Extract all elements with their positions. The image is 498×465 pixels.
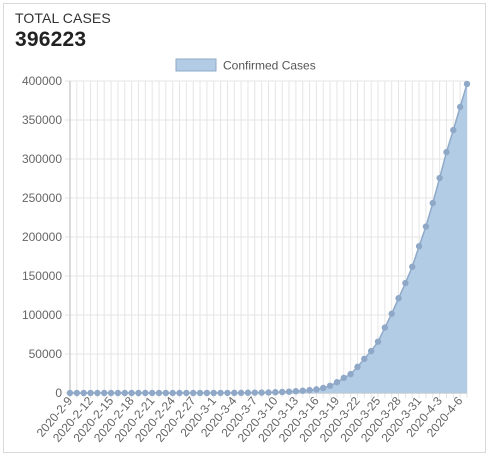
data-point[interactable] [333, 379, 341, 386]
data-point[interactable] [217, 389, 224, 397]
y-tick-label: 50000 [29, 347, 63, 361]
data-point[interactable] [278, 388, 286, 396]
y-tick-label: 100000 [22, 308, 62, 322]
data-point[interactable] [162, 389, 170, 397]
data-point[interactable] [121, 389, 128, 397]
data-point[interactable] [367, 347, 375, 355]
total-cases-value: 396223 [15, 28, 87, 51]
data-point[interactable] [80, 389, 87, 397]
y-tick-label: 0 [55, 386, 62, 400]
data-point[interactable] [224, 389, 231, 397]
data-point[interactable] [196, 389, 204, 397]
data-point[interactable] [285, 388, 293, 395]
data-point[interactable] [395, 295, 402, 302]
data-point[interactable] [148, 389, 156, 397]
data-point[interactable] [326, 382, 334, 389]
data-point[interactable] [114, 389, 122, 397]
data-point[interactable] [237, 389, 245, 397]
data-point[interactable] [142, 389, 149, 397]
legend-swatch[interactable] [175, 58, 217, 72]
data-point[interactable] [135, 389, 142, 397]
data-point[interactable] [409, 263, 416, 270]
data-point[interactable] [374, 338, 382, 345]
data-point[interactable] [73, 389, 81, 397]
data-point[interactable] [244, 389, 252, 396]
data-point[interactable] [155, 389, 163, 397]
data-point[interactable] [422, 223, 430, 230]
data-point[interactable] [443, 148, 450, 156]
data-point[interactable] [87, 389, 94, 397]
legend[interactable]: Confirmed Cases [175, 58, 316, 73]
data-point[interactable] [203, 389, 211, 397]
data-point[interactable] [210, 389, 217, 397]
data-point[interactable] [361, 355, 368, 362]
data-point[interactable] [388, 310, 395, 317]
data-point[interactable] [463, 80, 471, 88]
data-point[interactable] [429, 199, 436, 207]
y-tick-label: 250000 [22, 191, 62, 205]
data-point[interactable] [265, 389, 272, 396]
data-point[interactable] [299, 387, 306, 394]
data-point[interactable] [320, 384, 327, 392]
data-point[interactable] [107, 389, 115, 397]
series-points [66, 80, 471, 397]
x-axis-ticks: 2020-2-92020-2-122020-2-152020-2-182020-… [34, 394, 466, 445]
y-tick-label: 400000 [22, 74, 62, 88]
data-point[interactable] [101, 389, 108, 397]
data-point[interactable] [450, 126, 457, 134]
y-tick-label: 200000 [22, 230, 62, 244]
data-point[interactable] [340, 374, 347, 382]
data-point[interactable] [313, 386, 320, 393]
data-point[interactable] [258, 389, 265, 396]
data-point[interactable] [128, 389, 135, 397]
data-point[interactable] [272, 389, 279, 396]
data-point[interactable] [292, 388, 300, 395]
y-tick-label: 350000 [22, 113, 62, 127]
y-tick-label: 300000 [22, 152, 62, 166]
data-point[interactable] [347, 370, 354, 378]
data-point[interactable] [354, 363, 361, 371]
data-point[interactable] [190, 389, 197, 397]
data-point[interactable] [306, 386, 313, 394]
data-point[interactable] [251, 389, 259, 396]
data-point[interactable] [183, 389, 190, 397]
y-tick-label: 150000 [22, 269, 62, 283]
data-point[interactable] [415, 243, 423, 250]
data-point[interactable] [436, 174, 443, 182]
data-point[interactable] [456, 103, 464, 111]
series-area-fill [70, 83, 467, 393]
data-point[interactable] [231, 389, 238, 397]
card-title: TOTAL CASES [15, 10, 111, 26]
legend-label[interactable]: Confirmed Cases [223, 59, 316, 73]
data-point[interactable] [94, 389, 101, 397]
data-point[interactable] [66, 389, 74, 397]
data-point[interactable] [381, 324, 389, 331]
data-point[interactable] [176, 389, 183, 397]
data-point[interactable] [169, 389, 176, 397]
data-point[interactable] [402, 279, 409, 287]
y-axis-ticks: 0 50000 100000 150000 200000 250000 300000 3500… [22, 74, 62, 400]
